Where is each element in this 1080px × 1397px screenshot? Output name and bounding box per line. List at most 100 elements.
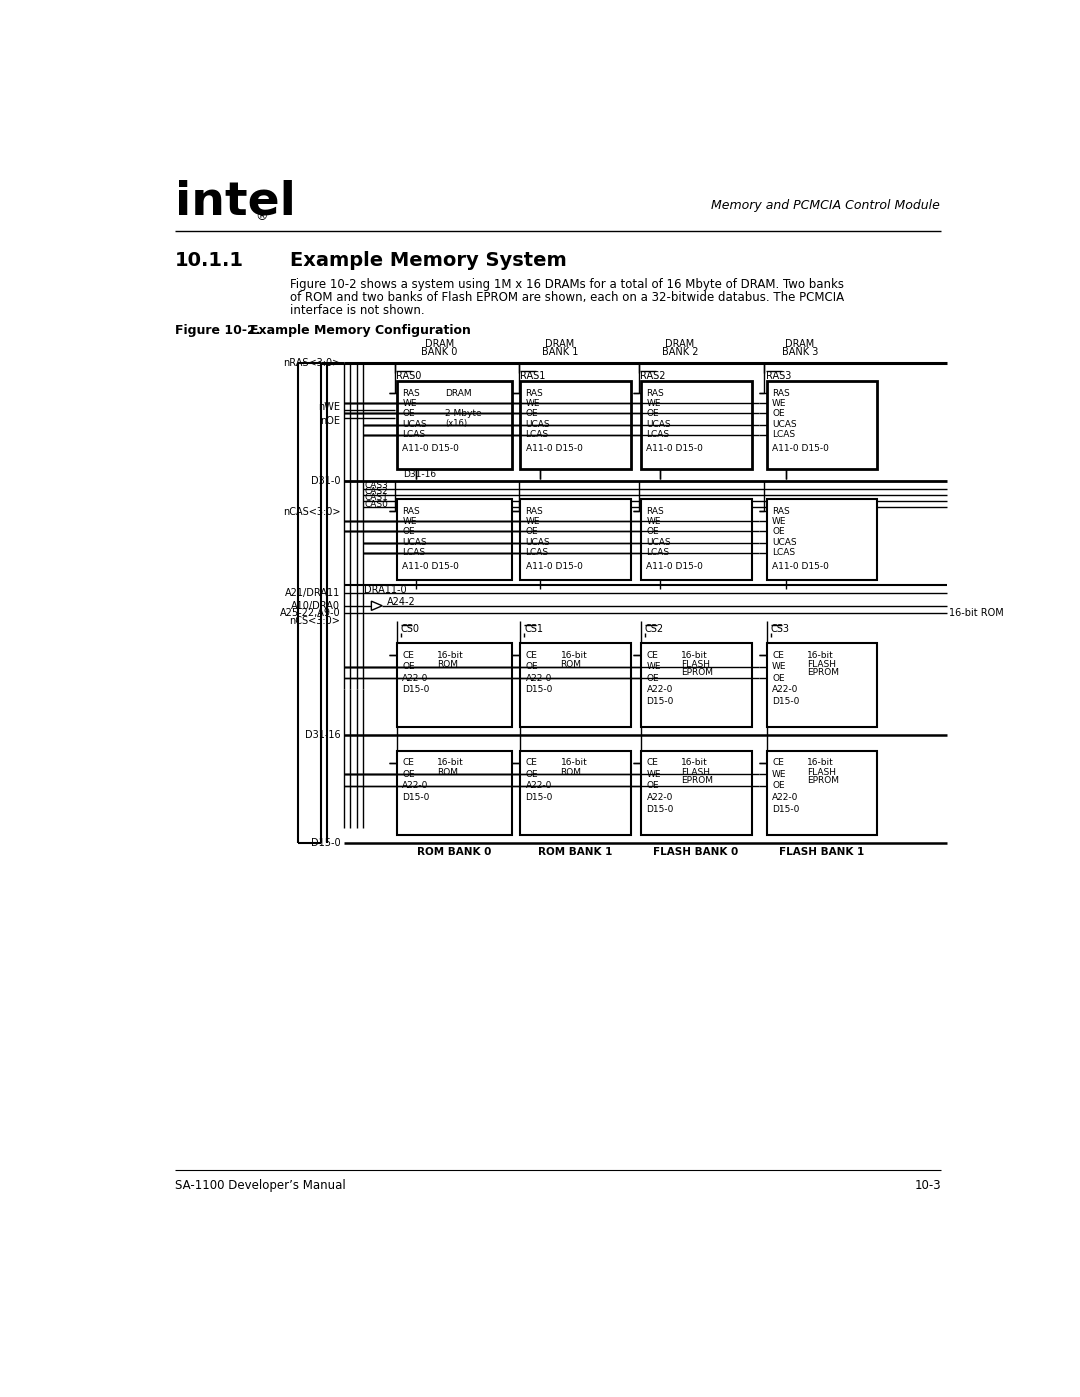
Text: RAS3: RAS3 bbox=[766, 370, 792, 380]
Text: OE: OE bbox=[403, 527, 415, 535]
Text: UCAS: UCAS bbox=[772, 538, 797, 548]
Text: OE: OE bbox=[403, 409, 415, 418]
Text: A22-0: A22-0 bbox=[526, 781, 552, 791]
Text: WE: WE bbox=[772, 398, 786, 408]
Text: RAS: RAS bbox=[647, 507, 664, 515]
Text: nCS<3:0>: nCS<3:0> bbox=[289, 616, 340, 626]
Text: EPROM: EPROM bbox=[807, 777, 839, 785]
Text: 16-bit: 16-bit bbox=[437, 651, 464, 659]
Text: CAS1: CAS1 bbox=[364, 493, 389, 503]
Text: D31-16: D31-16 bbox=[403, 469, 436, 479]
Text: (x16): (x16) bbox=[445, 419, 468, 427]
Text: 16-bit: 16-bit bbox=[681, 651, 708, 659]
Text: BANK 3: BANK 3 bbox=[782, 348, 819, 358]
Text: UCAS: UCAS bbox=[526, 420, 550, 429]
Text: WE: WE bbox=[647, 662, 661, 671]
Text: UCAS: UCAS bbox=[647, 420, 671, 429]
Text: OE: OE bbox=[647, 409, 659, 418]
Text: 16-bit: 16-bit bbox=[807, 651, 834, 659]
Text: ROM: ROM bbox=[437, 767, 458, 777]
Text: WE: WE bbox=[772, 770, 786, 780]
Text: DRAM: DRAM bbox=[785, 339, 814, 349]
Text: RAS: RAS bbox=[772, 388, 789, 398]
Bar bbox=[521, 499, 631, 580]
Text: nOE: nOE bbox=[321, 416, 340, 426]
Text: RAS: RAS bbox=[526, 507, 543, 515]
Bar bbox=[521, 750, 631, 835]
Text: D15-0: D15-0 bbox=[526, 685, 553, 694]
Text: ROM BANK 0: ROM BANK 0 bbox=[417, 847, 491, 858]
Text: DRAM: DRAM bbox=[424, 339, 455, 349]
Text: ROM: ROM bbox=[561, 659, 581, 669]
Text: CE: CE bbox=[526, 651, 538, 659]
Text: OE: OE bbox=[772, 527, 785, 535]
Text: A11-0 D15-0: A11-0 D15-0 bbox=[772, 562, 829, 571]
Bar bbox=[642, 643, 752, 728]
Text: A22-0: A22-0 bbox=[772, 793, 798, 802]
Text: A22-0: A22-0 bbox=[526, 673, 552, 683]
Text: 16-bit: 16-bit bbox=[561, 759, 588, 767]
Text: WE: WE bbox=[772, 662, 786, 671]
Text: OE: OE bbox=[647, 673, 659, 683]
Text: A25-22,A9-0: A25-22,A9-0 bbox=[280, 609, 340, 619]
Text: RAS1: RAS1 bbox=[521, 370, 545, 380]
Text: A11-0 D15-0: A11-0 D15-0 bbox=[526, 562, 582, 571]
Text: RAS0: RAS0 bbox=[396, 370, 421, 380]
Bar bbox=[642, 381, 752, 469]
Text: OE: OE bbox=[647, 527, 659, 535]
Text: RAS: RAS bbox=[526, 388, 543, 398]
Text: UCAS: UCAS bbox=[403, 420, 427, 429]
Text: D15-0: D15-0 bbox=[772, 697, 799, 705]
Text: Memory and PCMCIA Control Module: Memory and PCMCIA Control Module bbox=[711, 198, 940, 212]
Text: A24-2: A24-2 bbox=[387, 597, 416, 606]
Text: Figure 10-2.: Figure 10-2. bbox=[175, 324, 260, 338]
Text: RAS: RAS bbox=[647, 388, 664, 398]
Text: WE: WE bbox=[526, 398, 540, 408]
Text: CAS0: CAS0 bbox=[364, 500, 389, 509]
Text: CAS3: CAS3 bbox=[364, 481, 389, 490]
Bar bbox=[397, 750, 512, 835]
Text: RAS: RAS bbox=[403, 507, 420, 515]
Text: Example Memory System: Example Memory System bbox=[291, 250, 567, 270]
Text: OE: OE bbox=[772, 409, 785, 418]
Bar bbox=[767, 750, 877, 835]
Text: OE: OE bbox=[526, 770, 538, 780]
Text: BANK 1: BANK 1 bbox=[541, 348, 578, 358]
Text: FLASH: FLASH bbox=[681, 767, 711, 777]
Text: D15-0: D15-0 bbox=[403, 793, 430, 802]
Text: nRAS<3:0>: nRAS<3:0> bbox=[283, 358, 340, 369]
Bar bbox=[397, 381, 512, 469]
Text: FLASH: FLASH bbox=[681, 659, 711, 669]
Text: OE: OE bbox=[772, 673, 785, 683]
Text: WE: WE bbox=[403, 517, 417, 525]
Text: CE: CE bbox=[647, 759, 659, 767]
Text: OE: OE bbox=[403, 770, 415, 780]
Text: 16-bit ROM: 16-bit ROM bbox=[948, 609, 1003, 619]
Text: nCAS<3:0>: nCAS<3:0> bbox=[283, 507, 340, 517]
Text: D15-0: D15-0 bbox=[403, 685, 430, 694]
Text: UCAS: UCAS bbox=[403, 538, 427, 548]
Text: LCAS: LCAS bbox=[772, 548, 795, 557]
Text: CE: CE bbox=[403, 759, 415, 767]
Text: A22-0: A22-0 bbox=[772, 685, 798, 694]
Text: nWE: nWE bbox=[319, 402, 340, 412]
Text: CE: CE bbox=[647, 651, 659, 659]
Text: DRAM: DRAM bbox=[665, 339, 694, 349]
Text: EPROM: EPROM bbox=[681, 777, 714, 785]
Text: WE: WE bbox=[772, 517, 786, 525]
Text: ROM: ROM bbox=[437, 659, 458, 669]
Text: ROM BANK 1: ROM BANK 1 bbox=[538, 847, 612, 858]
Text: A11-0 D15-0: A11-0 D15-0 bbox=[647, 444, 703, 453]
Text: EPROM: EPROM bbox=[807, 668, 839, 678]
Text: A11-0 D15-0: A11-0 D15-0 bbox=[647, 562, 703, 571]
Text: BANK 0: BANK 0 bbox=[421, 348, 458, 358]
Text: 16-bit: 16-bit bbox=[681, 759, 708, 767]
Text: OE: OE bbox=[403, 662, 415, 671]
Text: 10-3: 10-3 bbox=[915, 1179, 941, 1192]
Bar bbox=[521, 381, 631, 469]
Text: CE: CE bbox=[526, 759, 538, 767]
Text: D31-0: D31-0 bbox=[311, 476, 340, 486]
Bar bbox=[767, 643, 877, 728]
Text: A11-0 D15-0: A11-0 D15-0 bbox=[772, 444, 829, 453]
Text: 16-bit: 16-bit bbox=[437, 759, 464, 767]
